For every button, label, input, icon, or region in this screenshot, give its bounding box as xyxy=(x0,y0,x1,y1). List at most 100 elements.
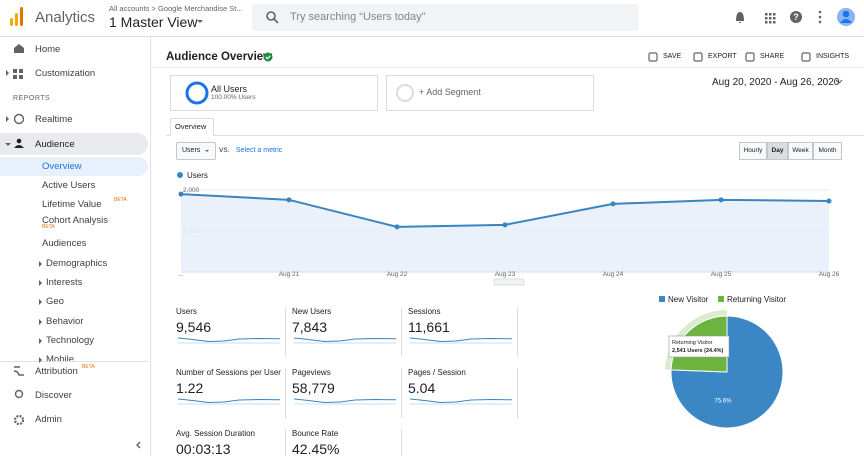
product-name: Analytics xyxy=(35,9,96,26)
tab-divider xyxy=(166,135,864,136)
verified-icon xyxy=(263,52,273,62)
nav-item[interactable]: Home xyxy=(35,44,61,55)
point xyxy=(502,222,508,228)
expand-arrow xyxy=(39,319,42,325)
nav-item[interactable]: Customization xyxy=(35,68,96,79)
metric-label: Avg. Session Duration xyxy=(176,429,256,438)
segment-card[interactable] xyxy=(170,75,378,111)
area xyxy=(181,194,829,272)
search-placeholder: Try searching “Users today” xyxy=(290,11,426,23)
legend-swatch xyxy=(659,296,665,302)
section-label: REPORTS xyxy=(13,95,51,102)
point xyxy=(286,197,292,203)
action-button[interactable]: SAVE xyxy=(663,53,682,60)
nav-item[interactable]: Admin xyxy=(35,414,62,425)
apps-icon xyxy=(773,13,776,16)
legend-label: Users xyxy=(187,171,208,180)
avatar xyxy=(840,19,852,23)
nav-subitem[interactable]: Technology xyxy=(46,335,95,346)
nav-item[interactable]: Audience xyxy=(35,139,75,150)
vs-label: VS. xyxy=(219,147,230,154)
segment-share: 100.00% Users xyxy=(211,94,256,101)
collapse-icon xyxy=(136,441,141,449)
search-box[interactable] xyxy=(252,4,639,31)
nav-subitem[interactable]: Audiences xyxy=(42,238,87,249)
breadcrumb[interactable]: All accounts > Google Merchandise St... xyxy=(109,4,243,13)
legend-swatch xyxy=(718,296,724,302)
granularity-label: Week xyxy=(792,147,809,154)
granularity-label: Month xyxy=(818,147,837,154)
date-range[interactable]: Aug 20, 2020 - Aug 26, 2020 xyxy=(712,77,840,88)
legend-label: Returning Visitor xyxy=(727,295,786,304)
action-button[interactable]: SHARE xyxy=(760,53,785,60)
nav-subitem[interactable]: Active Users xyxy=(42,180,96,191)
beta-badge: BETA xyxy=(42,224,55,230)
action-button[interactable]: INSIGHTS xyxy=(816,53,850,60)
customization-icon xyxy=(19,75,23,79)
apps-icon xyxy=(765,13,768,16)
view-selector[interactable]: 1 Master View xyxy=(109,14,198,30)
metric-divider xyxy=(517,307,518,357)
point xyxy=(610,201,616,207)
granularity-button[interactable] xyxy=(813,142,842,160)
nav-item[interactable]: Discover xyxy=(35,390,72,401)
tab[interactable] xyxy=(170,118,214,136)
date-arrow xyxy=(835,79,843,84)
dropdown-arrow xyxy=(205,150,209,152)
nav-subitem[interactable]: Demographics xyxy=(46,258,108,269)
more-icon xyxy=(818,10,822,14)
action-icon xyxy=(693,52,703,62)
expand-arrow xyxy=(6,116,9,122)
nav-item[interactable]: Realtime xyxy=(35,114,73,125)
metric-selected: Users xyxy=(182,147,201,154)
point xyxy=(394,224,400,230)
audience-icon xyxy=(16,138,22,144)
metric-divider xyxy=(401,307,402,357)
metric-label: Users xyxy=(176,307,197,316)
add-segment-ring xyxy=(396,84,414,102)
nav-subitem[interactable]: Behavior xyxy=(46,316,84,327)
metric-divider xyxy=(517,368,518,418)
customization-icon xyxy=(13,75,17,79)
add-segment-card[interactable] xyxy=(386,75,594,111)
nav-item[interactable]: Attribution xyxy=(35,366,78,377)
x-tick-label: ... xyxy=(178,271,184,278)
nav-subitem[interactable]: Lifetime Value xyxy=(42,199,102,210)
action-icon xyxy=(745,52,755,62)
granularity-button[interactable] xyxy=(767,142,788,160)
nav-subitem[interactable]: Overview xyxy=(42,161,82,172)
select-metric[interactable]: Select a metric xyxy=(236,147,283,154)
y-tick-label: 2,000 xyxy=(183,187,200,194)
legend-dot xyxy=(177,172,183,178)
metric-value: 42.45% xyxy=(292,441,340,456)
nav-subitem[interactable]: Cohort Analysis xyxy=(42,215,109,226)
sparkline xyxy=(409,337,513,343)
nav-subitem[interactable]: Mobile xyxy=(46,354,74,365)
action-button[interactable]: EXPORT xyxy=(708,53,737,60)
metric-value: 9,546 xyxy=(176,319,212,335)
beta-badge: BETA xyxy=(82,364,95,370)
granularity-label: Hourly xyxy=(743,147,763,154)
metric-value: 1.22 xyxy=(176,380,204,396)
expand-arrow xyxy=(39,299,42,305)
nav-subitem[interactable]: Interests xyxy=(46,277,83,288)
sparkline xyxy=(177,398,281,404)
nav-highlight xyxy=(0,157,148,176)
apps-icon xyxy=(765,21,768,24)
metric-divider xyxy=(401,429,402,456)
dropdown-icon xyxy=(197,20,203,23)
metric-dropdown[interactable] xyxy=(176,142,216,160)
metric-value: 58,779 xyxy=(292,380,335,396)
point xyxy=(718,197,724,203)
customization-icon xyxy=(19,69,23,73)
help-icon xyxy=(790,11,802,23)
x-tick-label: Aug 25 xyxy=(711,271,732,278)
apps-icon xyxy=(769,21,772,24)
granularity-button[interactable] xyxy=(788,142,813,160)
tooltip xyxy=(668,335,730,358)
metric-label: Sessions xyxy=(408,307,441,316)
nav-subitem[interactable]: Geo xyxy=(46,296,64,307)
granularity-button[interactable] xyxy=(739,142,767,160)
